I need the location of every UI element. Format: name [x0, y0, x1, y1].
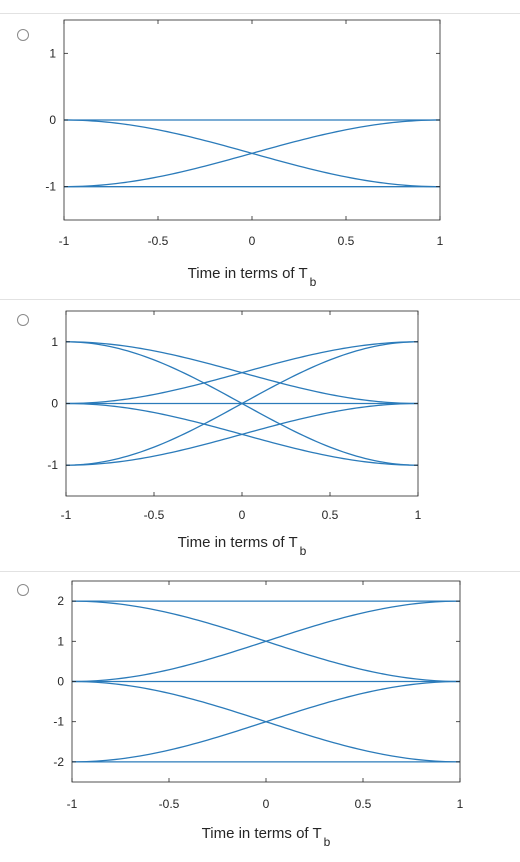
chart-3-y-tick-label: -2	[53, 755, 64, 769]
chart-1-x-tick-label: 1	[437, 234, 444, 248]
chart-2-trace-3	[65, 341, 419, 405]
chart-1-x-axis-label-subscript: b	[310, 275, 317, 289]
chart-3-y-tick-label: 1	[57, 634, 64, 648]
chart-2-x-tick-label: 0	[239, 508, 246, 522]
chart-3-y-tick-label: 2	[57, 594, 64, 608]
chart-2-trace-7	[65, 402, 419, 466]
chart-1-x-tick-label: 0.5	[338, 234, 355, 248]
chart-3-x-tick-label: 0.5	[355, 797, 372, 811]
chart-2-trace-6	[65, 341, 419, 466]
divider-2	[0, 571, 520, 572]
chart-3-x-tick-label: -0.5	[159, 797, 180, 811]
chart-1-x-axis-label-text: Time in terms of T	[188, 265, 308, 282]
chart-2-y-tick-label: -1	[47, 458, 58, 472]
chart-1-x-tick-label: -1	[59, 234, 70, 248]
chart-3-traces	[71, 600, 461, 763]
chart-3-trace-6	[71, 680, 461, 763]
chart-1-x-tick-label: -0.5	[148, 234, 169, 248]
chart-3-x-axis-label-text: Time in terms of T	[202, 825, 322, 842]
chart-3-trace-3	[71, 600, 461, 683]
chart-2-y-tick-label: 1	[51, 335, 58, 349]
chart-1-y-tick-label: 1	[49, 46, 56, 60]
chart-1-trace-4	[63, 119, 441, 188]
option-2-radio-button[interactable]	[17, 314, 29, 326]
chart-2-x-tick-label: -1	[61, 508, 72, 522]
chart-1-x-tick-label: 0	[249, 234, 256, 248]
chart-1-traces	[63, 119, 441, 188]
option-1-radio-button[interactable]	[17, 29, 29, 41]
chart-3-y-tick-label: 0	[57, 675, 64, 689]
chart-3-x-tick-label: 0	[263, 797, 270, 811]
chart-2-x-tick-label: 0.5	[322, 508, 339, 522]
chart-2-traces	[65, 341, 419, 466]
chart-2-y-tick-label: 0	[51, 397, 58, 411]
chart-3-x-tick-label: 1	[457, 797, 464, 811]
chart-2-x-axis-label-subscript: b	[300, 544, 307, 558]
chart-3-x-tick-label: -1	[67, 797, 78, 811]
chart-3-x-axis-label-subscript: b	[324, 835, 331, 849]
chart-2-x-axis-label-text: Time in terms of T	[178, 534, 298, 551]
divider-top	[0, 13, 520, 14]
chart-3-y-tick-label: -1	[53, 715, 64, 729]
chart-1-y-tick-label: 0	[49, 113, 56, 127]
chart-2-x-tick-label: 1	[415, 508, 422, 522]
chart-2-x-tick-label: -0.5	[144, 508, 165, 522]
option-3-radio-button[interactable]	[17, 584, 29, 596]
divider-1	[0, 299, 520, 300]
chart-1-y-tick-label: -1	[45, 180, 56, 194]
